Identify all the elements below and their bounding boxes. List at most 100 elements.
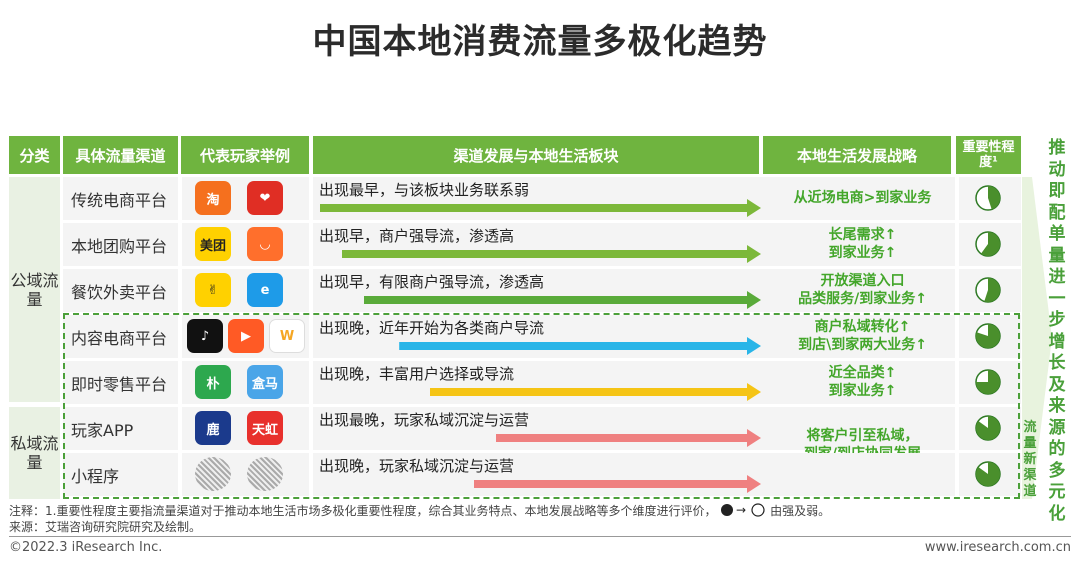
development-text: 出现最早，与该板块业务联系弱: [319, 181, 530, 199]
column-gap: [955, 407, 959, 450]
importance-fill: [988, 186, 1000, 210]
new-channel-box: [63, 313, 1020, 499]
column-gap: [309, 407, 313, 450]
strategy-line: 到家业务↑: [828, 383, 897, 399]
development-arrow: [496, 429, 761, 447]
strategy-line: 将客户引至私域，: [806, 428, 919, 444]
column-gap: [178, 223, 182, 266]
column-gap: [955, 453, 959, 496]
column-gap: [309, 361, 313, 404]
development-arrow: [342, 245, 761, 263]
channel-name: 内容电商平台: [71, 328, 168, 348]
strategy-line: 长尾需求↑: [828, 227, 897, 243]
importance-pie: [975, 277, 1001, 303]
player-logo-1: 朴: [195, 365, 231, 399]
strategy-text: 开放渠道入口 品类服务/到家业务↑: [766, 272, 959, 308]
column-gap: [955, 269, 959, 312]
development-text: 出现最晚，玩家私域沉淀与运营: [319, 411, 530, 429]
big-side-arrow: [1022, 177, 1052, 499]
column-gap: [309, 223, 313, 266]
strategy-text: 近全品类↑ 到家业务↑: [766, 364, 959, 400]
importance-fill: [976, 416, 1001, 440]
category-public: 公域流量: [9, 177, 60, 402]
category-private: 私域流量: [9, 407, 60, 499]
header-channel: 具体流量渠道: [63, 136, 178, 174]
channel-name: 传统电商平台: [71, 190, 168, 210]
development-text: 出现早，有限商户强导流，渗透高: [319, 273, 545, 291]
column-gap: [178, 361, 182, 404]
channel-name: 玩家APP: [71, 420, 134, 440]
channel-row: 餐饮外卖平台 ✌ e 出现早，有限商户强导流，渗透高 开放渠道入口 品类服务/到家业务↑: [63, 269, 1021, 312]
player-logo-3: W: [269, 319, 305, 353]
development-arrow: [364, 291, 761, 309]
importance-pie: [975, 461, 1001, 487]
player-logo-2: 天虹: [247, 411, 283, 445]
strategy-text: 长尾需求↑ 到家业务↑: [766, 226, 959, 262]
importance-pie: [975, 185, 1001, 211]
arrow-shape: [320, 199, 761, 217]
column-gap: [178, 407, 182, 450]
footnote-1-tail: 由强及弱。: [770, 504, 831, 518]
header-strategy: 本地生活发展战略: [763, 136, 951, 174]
channel-row: 内容电商平台 ♪ ▶ W 出现晚，近年开始为各类商户导流 商户私域转化↑ 到店\到家两大业务…: [63, 315, 1021, 358]
development-text: 出现早，商户强导流，渗透高: [319, 227, 515, 245]
arrow-shape: [474, 475, 761, 493]
column-gap: [955, 177, 959, 220]
header-development: 渠道发展与本地生活板块: [313, 136, 759, 174]
player-logo-2: e: [247, 273, 283, 307]
player-logo-1: ♪: [187, 319, 223, 353]
importance-pie: [975, 415, 1001, 441]
channel-name: 即时零售平台: [71, 374, 168, 394]
player-logo-1: 淘: [195, 181, 231, 215]
development-text: 出现晚，丰富用户选择或导流: [319, 365, 515, 383]
strategy-line: 开放渠道入口: [820, 273, 905, 289]
side-text: 推动即配单量进一步增长及来源的多元化: [1048, 138, 1066, 524]
column-gap: [309, 453, 313, 496]
player-logo-2: ❤: [247, 181, 283, 215]
arrow-shape: [342, 245, 761, 263]
footnote-2: 来源：艾瑞咨询研究院研究及绘制。: [9, 520, 202, 534]
website: www.iresearch.com.cn: [924, 540, 1071, 555]
importance-fill: [976, 324, 1001, 348]
column-gap: [955, 361, 959, 404]
channel-row: 小程序 出现晚，玩家私域沉淀与运营: [63, 453, 1021, 496]
strategy-line: 商户私域转化↑: [814, 319, 911, 335]
development-arrow: [474, 475, 761, 493]
channel-row: 传统电商平台 淘 ❤ 出现最早，与该板块业务联系弱从近场电商>到家业务: [63, 177, 1021, 220]
player-logo-1: 美团: [195, 227, 231, 261]
importance-fill: [984, 278, 1001, 302]
player-logo-1: [195, 457, 231, 491]
svg-text:→: →: [736, 503, 746, 517]
copyright: ©2022.3 iResearch Inc.: [9, 540, 163, 555]
importance-pie: [975, 323, 1001, 349]
channel-name: 餐饮外卖平台: [71, 282, 168, 302]
channel-name: 小程序: [71, 466, 120, 486]
header-category: 分类: [9, 136, 60, 174]
player-logo-2: ◡: [247, 227, 283, 261]
player-logo-1: 鹿: [195, 411, 231, 445]
arrow-shape: [364, 291, 761, 309]
development-arrow: [399, 337, 761, 355]
player-logo-2: ▶: [228, 319, 264, 353]
importance-pie: [975, 369, 1001, 395]
footnote-1: 注释：1.重要性程度主要指流量渠道对于推动本地生活市场多极化重要性程度，综合其业…: [9, 502, 830, 520]
column-gap: [178, 315, 182, 358]
column-gap: [178, 177, 182, 220]
development-arrow: [430, 383, 761, 401]
column-gap: [178, 269, 182, 312]
development-text: 出现晚，玩家私域沉淀与运营: [319, 457, 515, 475]
column-gap: [309, 315, 313, 358]
header-importance: 重要性程度¹: [956, 136, 1021, 174]
development-text: 出现晚，近年开始为各类商户导流: [319, 319, 545, 337]
new-channel-label: 流量新渠道: [1023, 420, 1037, 499]
page-title: 中国本地消费流量多极化趋势: [312, 22, 768, 62]
importance-fill: [976, 462, 1001, 486]
strategy-text: 商户私域转化↑ 到店\到家两大业务↑: [766, 318, 959, 354]
channel-row: 本地团购平台 美团 ◡ 出现早，商户强导流，渗透高 长尾需求↑ 到家业务↑: [63, 223, 1021, 266]
importance-fill: [980, 232, 1001, 256]
strategy-line: 从近场电商>到家业务: [793, 190, 932, 206]
strategy-line: 到家业务↑: [828, 245, 897, 261]
strategy-line: 到店\到家两大业务↑: [798, 337, 927, 353]
importance-fill: [976, 370, 1000, 394]
column-gap: [309, 269, 313, 312]
